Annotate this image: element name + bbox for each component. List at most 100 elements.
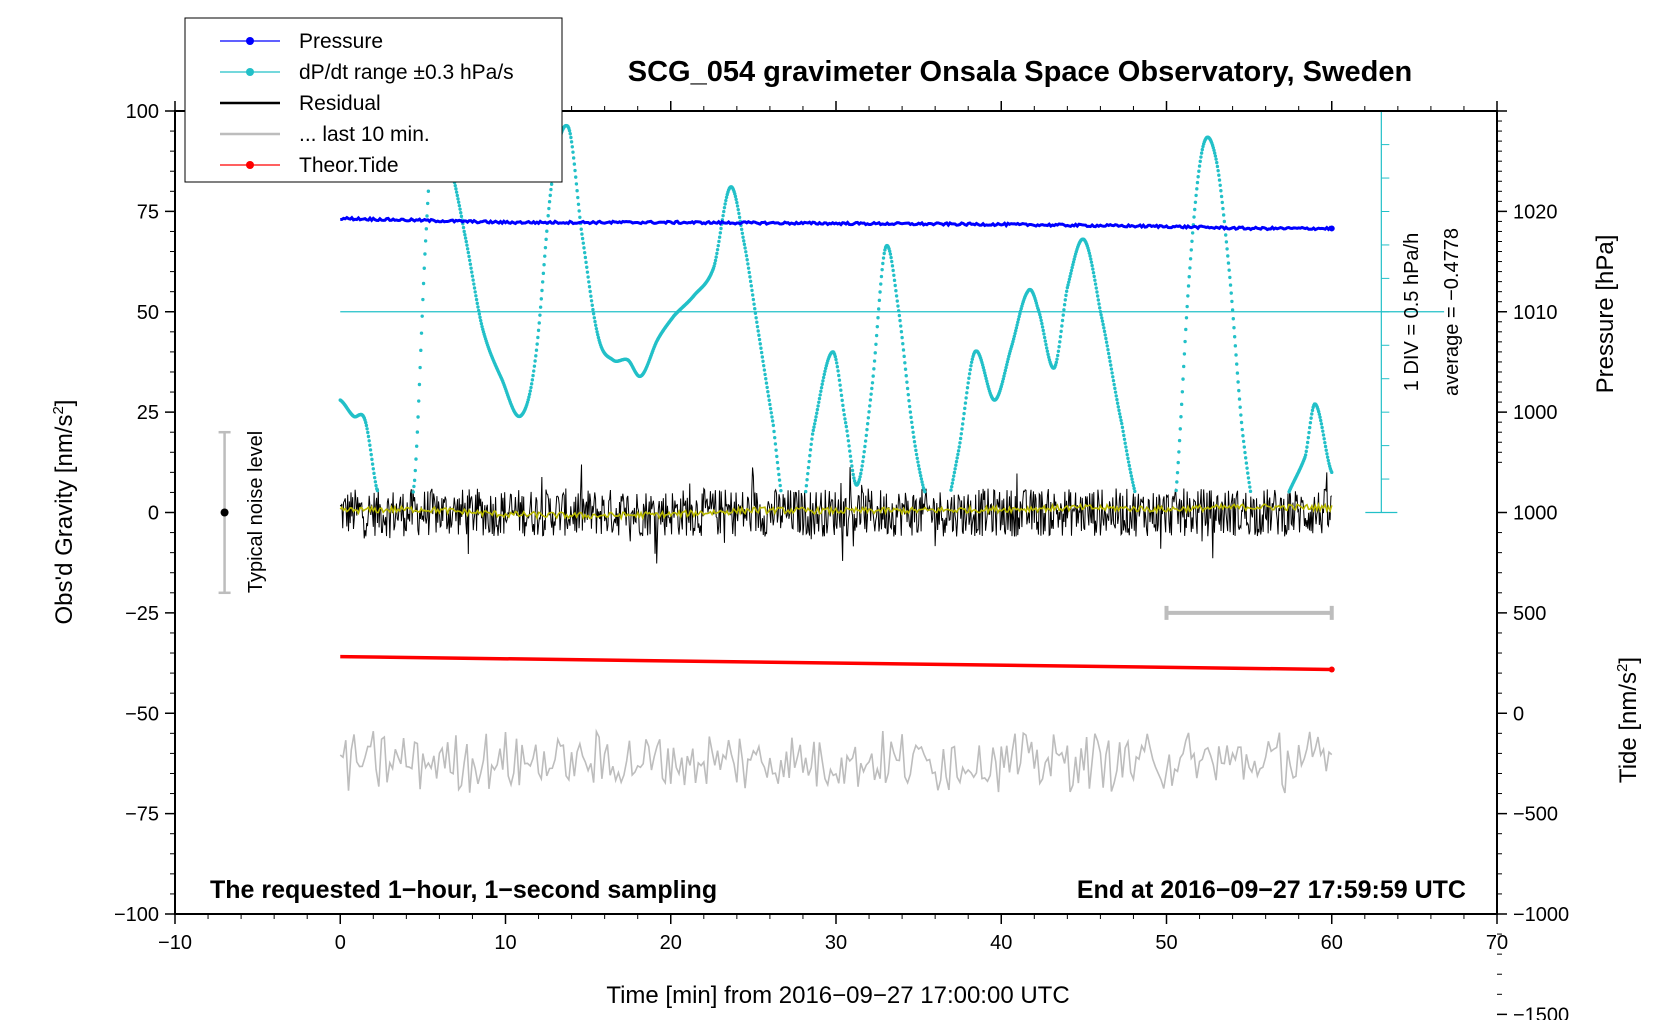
- dpdt-point: [1015, 323, 1019, 327]
- dpdt-point: [766, 394, 771, 398]
- dpdt-point: [1044, 346, 1049, 350]
- dpdt-point: [862, 450, 866, 454]
- dpdt-point: [1105, 344, 1109, 348]
- dpdt-point: [879, 274, 884, 279]
- dpdt-point: [907, 399, 911, 403]
- dpdt-point: [898, 318, 902, 323]
- dpdt-point: [846, 439, 851, 443]
- dpdt-point: [717, 239, 721, 244]
- dpdt-point: [1060, 318, 1065, 323]
- dpdt-point: [412, 484, 416, 489]
- dpdt-point: [917, 467, 922, 471]
- dpdt-point: [812, 425, 816, 429]
- dpdt-point: [1239, 413, 1243, 417]
- dpdt-point: [823, 366, 828, 371]
- legend-label: ... last 10 min.: [299, 123, 430, 146]
- dpdt-point: [755, 324, 760, 329]
- dpdt-point: [1185, 304, 1189, 309]
- dpdt-point: [476, 308, 481, 313]
- dpdt-point: [568, 132, 572, 136]
- dpdt-point: [963, 401, 968, 405]
- dpdt-point: [1178, 427, 1182, 431]
- dpdt-point: [574, 175, 578, 179]
- dpdt-point: [1214, 157, 1218, 161]
- dpdt-point: [952, 470, 957, 475]
- dpdt-point: [733, 192, 737, 196]
- dpdt-point: [1124, 445, 1128, 449]
- dpdt-point: [1132, 486, 1136, 491]
- dpdt-point: [968, 367, 972, 372]
- dpdt-point: [1115, 397, 1119, 402]
- dpdt-point: [1100, 316, 1104, 320]
- dpdt-point: [1007, 354, 1011, 359]
- dpdt-point: [540, 280, 545, 284]
- dpdt-point: [1245, 466, 1249, 470]
- dpdt-point: [919, 477, 924, 481]
- tide-tick-label: −1000: [1513, 904, 1569, 926]
- dpdt-point: [894, 294, 899, 298]
- dpdt-point: [413, 468, 417, 473]
- dpdt-point: [1193, 200, 1198, 204]
- dpdt-point: [819, 386, 824, 390]
- dpdt-point: [1103, 333, 1107, 337]
- legend-marker: [246, 37, 254, 45]
- dpdt-point: [767, 398, 771, 402]
- dpdt-point: [463, 233, 467, 237]
- dpdt-point: [454, 190, 459, 194]
- dpdt-point: [966, 381, 970, 385]
- dpdt-point: [411, 490, 415, 494]
- dpdt-point: [960, 422, 965, 426]
- dpdt-point: [546, 214, 550, 218]
- dpdt-point: [1130, 477, 1134, 481]
- dpdt-point: [1069, 268, 1074, 273]
- dpdt-point: [1323, 440, 1327, 445]
- dpdt-point: [880, 267, 884, 272]
- dpdt-point: [414, 457, 418, 461]
- dpdt-point: [1326, 458, 1331, 463]
- dpdt-point: [980, 363, 985, 367]
- dpdt-point: [909, 415, 913, 420]
- dpdt-point: [861, 455, 866, 459]
- dpdt-point: [1189, 248, 1193, 252]
- dpdt-point: [769, 411, 773, 415]
- dpdt-point: [906, 392, 910, 397]
- dpdt-point: [899, 324, 903, 328]
- dpdt-point: [1182, 352, 1187, 356]
- dpdt-point: [776, 466, 780, 471]
- tide-tick-label: −1500: [1513, 1004, 1569, 1020]
- dpdt-point: [1099, 313, 1103, 317]
- dpdt-point: [982, 368, 986, 372]
- dpdt-point: [367, 439, 371, 443]
- dpdt-point: [1096, 298, 1101, 302]
- dpdt-point: [1240, 427, 1244, 432]
- noise-level-label: Typical noise level: [245, 431, 267, 593]
- dpdt-point: [848, 454, 853, 458]
- dpdt-point: [1066, 283, 1070, 287]
- x-axis-label: Time [min] from 2016−09−27 17:00:00 UTC: [606, 982, 1069, 1009]
- dpdt-point: [804, 484, 809, 488]
- dpdt-point: [840, 398, 844, 403]
- tide-tick-label: 1000: [1513, 503, 1558, 525]
- dpdt-point: [1201, 144, 1205, 149]
- dpdt-point: [949, 488, 953, 492]
- dpdt-point: [1243, 450, 1247, 455]
- dpdt-point: [719, 226, 723, 231]
- dpdt-point: [865, 422, 870, 426]
- dpdt-point: [456, 197, 460, 201]
- dpdt-point: [1005, 360, 1010, 364]
- dpdt-point: [1190, 239, 1194, 243]
- dpdt-point: [1224, 233, 1228, 237]
- dpdt-point: [455, 193, 459, 198]
- dpdt-point: [964, 396, 968, 400]
- dpdt-point: [870, 381, 875, 385]
- dpdt-point: [836, 369, 840, 373]
- dpdt-point: [1062, 303, 1067, 307]
- dpdt-point: [1131, 480, 1135, 485]
- dpdt-point: [1195, 187, 1199, 191]
- dpdt-point: [464, 239, 468, 244]
- dpdt-point: [890, 264, 895, 268]
- dpdt-point: [1089, 260, 1094, 264]
- noise-bar-center: [220, 508, 229, 517]
- dpdt-point: [1064, 293, 1068, 298]
- dpdt-point: [580, 232, 584, 236]
